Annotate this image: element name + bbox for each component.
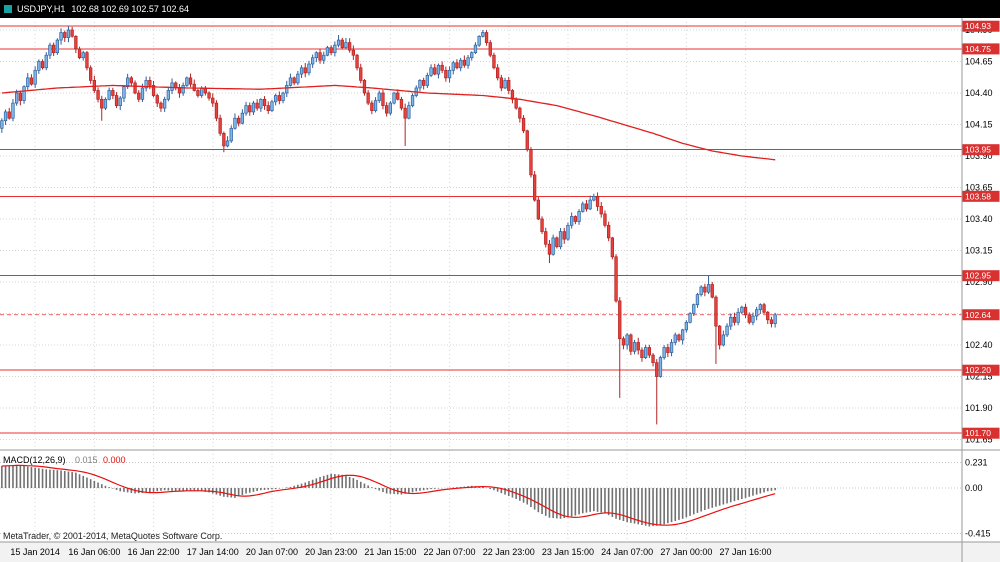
chart-symbol-icon [4,5,12,13]
svg-text:16 Jan 06:00: 16 Jan 06:00 [68,547,120,557]
price-gridlines [0,29,962,440]
svg-text:103.40: 103.40 [965,214,993,224]
time-axis-strip [0,542,1000,562]
svg-text:27 Jan 16:00: 27 Jan 16:00 [720,547,772,557]
copyright-text: MetaTrader, © 2001-2014, MetaQuotes Soft… [3,531,222,541]
svg-text:103.90: 103.90 [965,151,993,161]
svg-text:0.015: 0.015 [75,455,98,465]
svg-text:23 Jan 15:00: 23 Jan 15:00 [542,547,594,557]
svg-text:0.00: 0.00 [965,483,983,493]
svg-text:102.90: 102.90 [965,277,993,287]
svg-text:103.15: 103.15 [965,246,993,256]
chart-title-text: USDJPY,H1 102.68 102.69 102.57 102.64 [17,4,189,14]
macd-histogram [1,464,776,527]
svg-text:-0.415: -0.415 [965,529,991,539]
macd-level-lines [0,462,962,535]
svg-text:16 Jan 22:00: 16 Jan 22:00 [128,547,180,557]
macd-label: MACD(12,26,9) 0.015 0.000 [3,455,126,465]
chart-title-bar: USDJPY,H1 102.68 102.69 102.57 102.64 [0,0,1000,18]
support-resistance-lines[interactable] [0,25,962,434]
chart-background [0,18,1000,562]
svg-text:101.70: 101.70 [965,428,991,438]
time-axis[interactable]: 15 Jan 2014 16 Jan 06:00 16 Jan 22:00 17 Ja… [10,547,771,557]
moving-average-line [1,84,776,161]
svg-text:103.58: 103.58 [965,191,991,201]
svg-text:102.20: 102.20 [965,365,991,375]
svg-text:MACD(12,26,9): MACD(12,26,9) [3,455,66,465]
svg-text:15 Jan 2014: 15 Jan 2014 [10,547,60,557]
svg-text:20 Jan 07:00: 20 Jan 07:00 [246,547,298,557]
time-gridlines [34,22,747,542]
svg-text:104.15: 104.15 [965,120,993,130]
svg-text:102.40: 102.40 [965,340,993,350]
svg-text:17 Jan 14:00: 17 Jan 14:00 [187,547,239,557]
svg-text:102.15: 102.15 [965,372,993,382]
svg-text:101.90: 101.90 [965,403,993,413]
price-axis-level-boxes: 104.93 104.75 103.95 103.58 102.95 102.20 101.… [962,20,1000,439]
svg-text:101.65: 101.65 [965,435,993,445]
svg-text:104.65: 104.65 [965,57,993,67]
svg-text:104.75: 104.75 [965,44,991,54]
svg-text:20 Jan 23:00: 20 Jan 23:00 [305,547,357,557]
svg-text:27 Jan 00:00: 27 Jan 00:00 [660,547,712,557]
svg-text:24 Jan 07:00: 24 Jan 07:00 [601,547,653,557]
svg-text:104.40: 104.40 [965,88,993,98]
main-chart[interactable]: 104.90104.65104.40104.15103.90103.65103.… [0,18,1000,562]
chart-ohlc-values: 102.68 102.69 102.57 102.64 [71,4,189,14]
svg-text:103.95: 103.95 [965,145,991,155]
svg-text:102.64: 102.64 [965,310,991,320]
chart-symbol-label: USDJPY,H1 [17,4,66,14]
candles-layer [0,26,777,425]
svg-text:22 Jan 23:00: 22 Jan 23:00 [483,547,535,557]
svg-text:104.93: 104.93 [965,21,991,31]
svg-text:0.000: 0.000 [103,455,126,465]
macd-signal-line [1,464,776,526]
svg-text:0.231: 0.231 [965,458,988,468]
svg-text:103.65: 103.65 [965,183,993,193]
svg-text:22 Jan 07:00: 22 Jan 07:00 [424,547,476,557]
macd-axis[interactable]: 0.231 0.00 -0.415 [965,458,991,539]
svg-text:21 Jan 15:00: 21 Jan 15:00 [364,547,416,557]
svg-text:102.95: 102.95 [965,271,991,281]
